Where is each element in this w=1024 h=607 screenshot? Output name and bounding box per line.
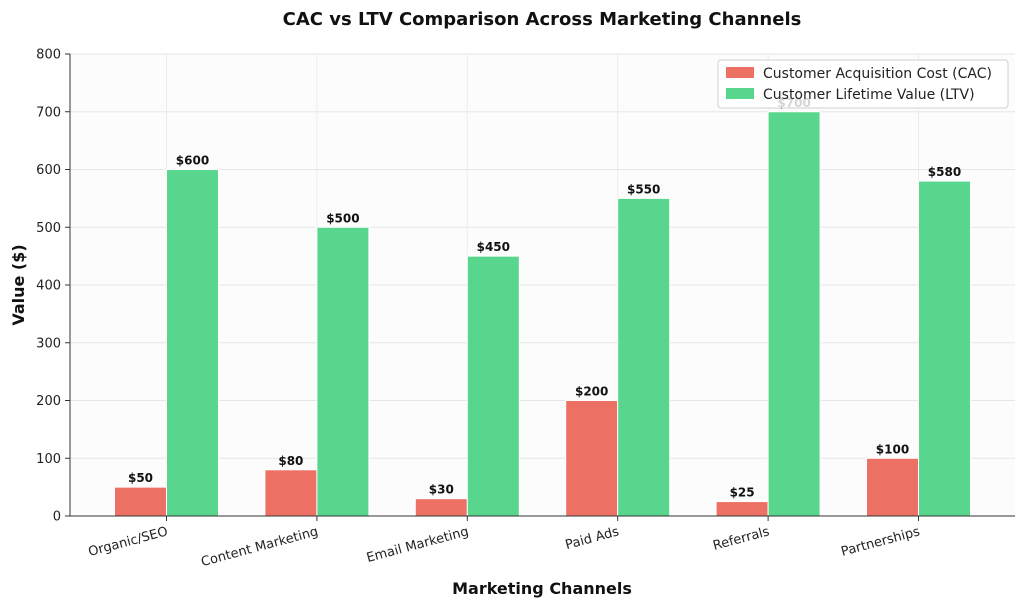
cac-bar xyxy=(414,498,468,517)
y-tick-label: 400 xyxy=(36,279,61,294)
y-tick-label: 100 xyxy=(36,452,61,467)
ltv-bar xyxy=(466,255,520,517)
cac-value-label: $50 xyxy=(128,471,153,485)
y-tick-label: 800 xyxy=(36,48,61,63)
bars xyxy=(114,111,971,517)
legend-swatch-ltv xyxy=(726,88,754,99)
cac-value-label: $100 xyxy=(876,442,909,456)
y-axis-label: Value ($) xyxy=(9,244,28,325)
cac-value-label: $25 xyxy=(730,486,755,500)
y-tick-label: 700 xyxy=(36,105,61,120)
x-axis-label: Marketing Channels xyxy=(452,579,632,598)
ltv-value-label: $600 xyxy=(176,154,209,168)
y-tick-label: 200 xyxy=(36,394,61,409)
ltv-value-label: $550 xyxy=(627,182,660,196)
cac-value-label: $200 xyxy=(575,385,608,399)
y-tick-label: 600 xyxy=(36,163,61,178)
ltv-bar xyxy=(316,226,370,517)
cac-bar xyxy=(114,486,167,517)
cac-bar xyxy=(565,400,619,517)
cac-value-label: $80 xyxy=(278,454,303,468)
ltv-bar xyxy=(617,197,671,517)
ltv-value-label: $450 xyxy=(477,240,510,254)
legend: Customer Acquisition Cost (CAC) Customer … xyxy=(717,59,1009,109)
legend-swatch-cac xyxy=(726,67,754,78)
cac-value-label: $30 xyxy=(429,483,454,497)
cac-bar xyxy=(715,501,769,517)
ltv-bar xyxy=(767,111,821,517)
legend-label-cac: Customer Acquisition Cost (CAC) xyxy=(763,66,992,82)
ltv-value-label: $500 xyxy=(326,211,359,225)
chart-title: CAC vs LTV Comparison Across Marketing C… xyxy=(283,9,802,30)
cac-bar xyxy=(264,469,318,517)
ltv-bar xyxy=(166,169,219,517)
data-labels: $50$80$30$200$25$100$600$500$450$550$700… xyxy=(128,96,961,500)
ltv-value-label: $580 xyxy=(928,165,961,179)
y-tick-label: 0 xyxy=(53,510,61,525)
ltv-bar xyxy=(918,180,971,517)
y-tick-label: 300 xyxy=(36,336,61,351)
cac-bar xyxy=(866,457,919,517)
y-tick-label: 500 xyxy=(36,221,61,236)
legend-label-ltv: Customer Lifetime Value (LTV) xyxy=(763,87,975,103)
legend-box xyxy=(717,59,1009,109)
